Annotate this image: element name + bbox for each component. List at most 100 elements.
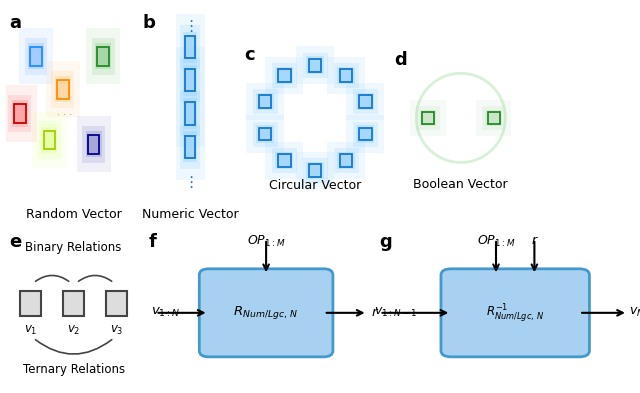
Bar	[488, 112, 499, 124]
Bar	[32, 112, 67, 168]
Bar	[44, 130, 55, 149]
Text: Ternary Relations: Ternary Relations	[22, 363, 125, 376]
Text: $R_{Num/Lgc,\,N}$: $R_{Num/Lgc,\,N}$	[234, 304, 299, 321]
Bar	[359, 95, 372, 108]
Bar	[186, 37, 195, 59]
Bar	[266, 57, 303, 94]
Bar	[77, 116, 111, 173]
Bar	[257, 93, 274, 110]
Bar	[259, 95, 271, 108]
Bar	[340, 69, 353, 82]
Text: . . .: . . .	[56, 107, 72, 118]
Bar	[303, 53, 328, 78]
Bar	[184, 98, 197, 129]
Bar	[88, 135, 99, 154]
Bar	[340, 154, 353, 167]
Bar	[327, 142, 365, 179]
Bar	[186, 37, 195, 59]
Bar	[275, 66, 293, 84]
Text: Numeric Vector: Numeric Vector	[142, 208, 239, 221]
Bar	[180, 26, 200, 70]
Bar	[246, 83, 284, 120]
Bar	[186, 136, 195, 158]
Bar	[19, 28, 53, 84]
Bar	[485, 110, 502, 126]
Bar	[296, 46, 334, 84]
Bar	[186, 136, 195, 158]
Text: $v_1$: $v_1$	[24, 324, 37, 337]
Bar	[24, 38, 47, 75]
Bar	[266, 142, 303, 179]
Bar	[275, 152, 293, 169]
Bar	[340, 154, 353, 167]
Bar	[259, 128, 271, 140]
Bar	[180, 92, 200, 136]
Bar	[184, 32, 197, 63]
Bar	[333, 63, 358, 88]
Bar	[55, 76, 71, 103]
Text: $r$: $r$	[531, 234, 538, 247]
Bar	[3, 85, 37, 141]
Bar	[356, 125, 374, 143]
Text: Binary Relations: Binary Relations	[26, 241, 122, 253]
Bar	[257, 125, 274, 143]
FancyBboxPatch shape	[199, 269, 333, 357]
Bar	[337, 152, 355, 169]
Bar	[278, 69, 291, 82]
Bar	[346, 83, 384, 120]
Text: Circular Vector: Circular Vector	[269, 179, 362, 192]
Text: a: a	[9, 15, 21, 33]
Bar	[337, 66, 355, 84]
Bar	[45, 61, 80, 118]
Bar	[307, 57, 324, 74]
Bar	[180, 125, 200, 169]
Bar	[259, 95, 271, 108]
Text: $v_{1:N-1}$: $v_{1:N-1}$	[374, 306, 418, 320]
Text: g: g	[380, 233, 392, 251]
Bar	[246, 116, 284, 153]
Bar	[422, 112, 434, 124]
Bar	[278, 69, 291, 82]
Bar	[303, 158, 328, 183]
Bar	[296, 152, 334, 189]
Bar	[359, 128, 372, 140]
Bar	[272, 148, 297, 173]
Text: e: e	[9, 233, 21, 251]
Text: $v_3$: $v_3$	[110, 324, 124, 337]
Bar	[175, 81, 205, 147]
Text: $v_N$: $v_N$	[629, 306, 640, 320]
Bar	[57, 80, 68, 99]
Text: $R^{-1}_{Num/Lgc,\,N}$: $R^{-1}_{Num/Lgc,\,N}$	[486, 302, 544, 324]
Bar	[353, 89, 378, 114]
Bar	[253, 89, 278, 114]
Bar	[175, 15, 205, 81]
Bar	[359, 128, 372, 140]
Text: $OP_{1:M}$: $OP_{1:M}$	[477, 234, 515, 249]
Text: ⋮: ⋮	[183, 175, 198, 190]
Bar	[309, 164, 321, 177]
Bar	[253, 121, 278, 147]
Bar	[57, 80, 68, 99]
Bar	[38, 121, 61, 159]
Bar	[416, 106, 440, 130]
Text: b: b	[143, 15, 156, 33]
Bar	[8, 95, 31, 132]
Bar	[186, 70, 195, 92]
FancyBboxPatch shape	[441, 269, 589, 357]
Bar	[278, 154, 291, 167]
Bar	[309, 59, 321, 72]
Bar	[333, 148, 358, 173]
Bar	[14, 104, 26, 123]
Bar	[482, 106, 506, 130]
Bar	[97, 47, 109, 66]
Bar	[309, 164, 321, 177]
Bar	[51, 71, 74, 108]
Text: f: f	[148, 233, 157, 251]
Bar	[359, 95, 372, 108]
Bar	[327, 57, 365, 94]
Text: $v_{1:N}$: $v_{1:N}$	[151, 306, 180, 320]
Bar	[410, 100, 445, 136]
Bar	[63, 291, 84, 316]
Bar	[92, 38, 115, 75]
Bar	[83, 126, 105, 163]
